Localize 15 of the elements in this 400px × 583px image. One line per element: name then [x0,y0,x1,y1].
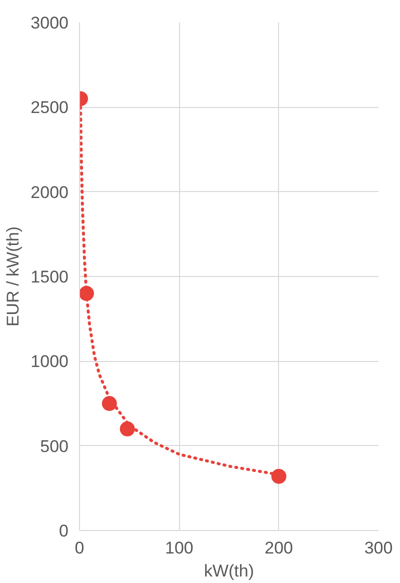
y-tick-label: 2500 [30,98,69,118]
y-tick-label: 1500 [30,268,69,286]
y-tick-label: 2000 [30,182,69,202]
y-axis-title: EUR / kW(th) [4,226,23,327]
point [120,421,135,436]
x-axis-title: kW(th) [204,562,254,580]
y-tick-label: 3000 [30,14,69,32]
x-tick-label: 300 [364,538,393,558]
x-tick-label: 0 [74,538,84,558]
y-tick-label: 500 [40,436,69,456]
x-tick-label: 200 [264,538,294,558]
y-tick-label: 0 [59,522,69,540]
point [271,468,286,484]
y-tick-label: 1000 [30,352,69,372]
x-tick-label: 100 [164,538,194,558]
